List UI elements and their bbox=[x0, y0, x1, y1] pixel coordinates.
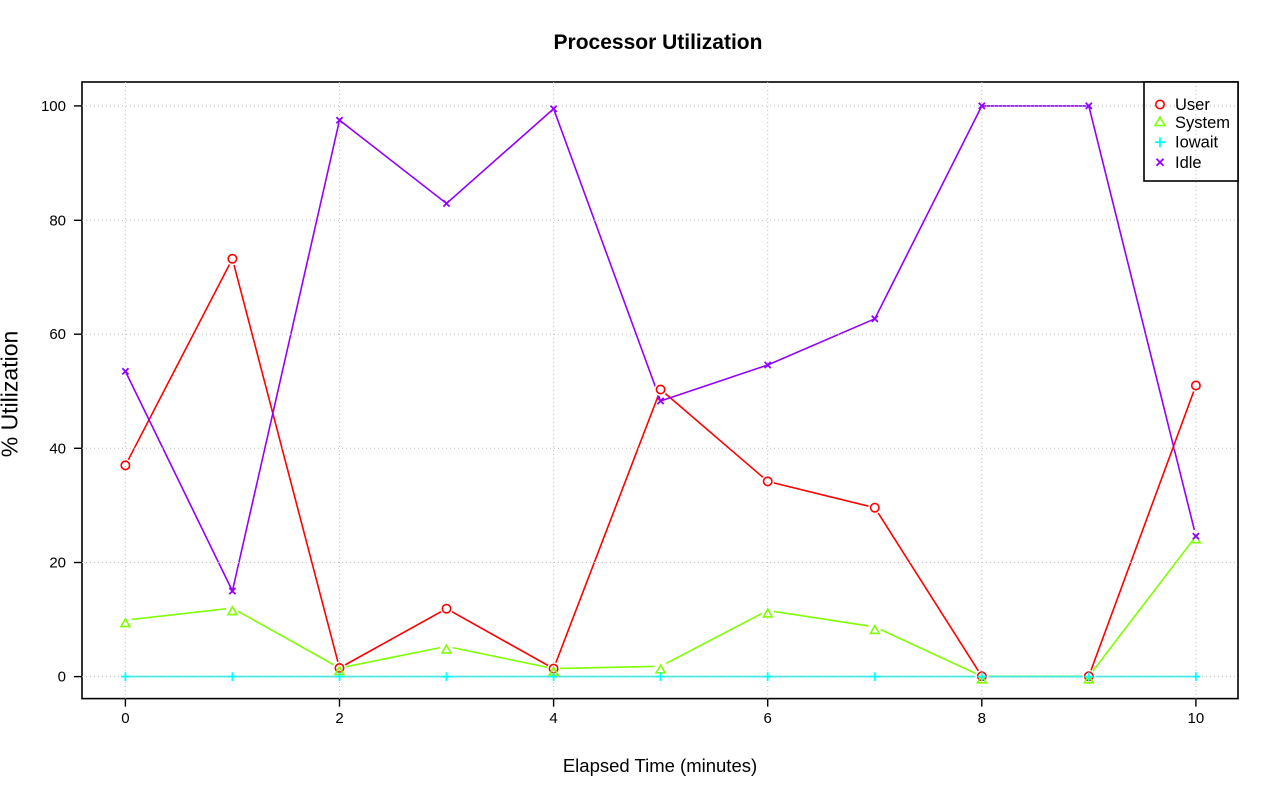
svg-text:40: 40 bbox=[49, 440, 66, 457]
svg-text:Iowait: Iowait bbox=[1175, 134, 1219, 152]
svg-text:20: 20 bbox=[49, 555, 66, 572]
svg-text:0: 0 bbox=[121, 710, 129, 727]
svg-text:System: System bbox=[1175, 114, 1230, 132]
svg-text:60: 60 bbox=[49, 326, 66, 343]
svg-text:100: 100 bbox=[41, 98, 66, 115]
svg-text:6: 6 bbox=[764, 710, 772, 727]
svg-text:4: 4 bbox=[549, 710, 557, 727]
svg-text:Processor Utilization: Processor Utilization bbox=[554, 31, 763, 54]
svg-text:2: 2 bbox=[335, 710, 343, 727]
svg-text:% Utilization: % Utilization bbox=[0, 331, 23, 458]
svg-text:User: User bbox=[1175, 96, 1210, 114]
svg-text:80: 80 bbox=[49, 212, 66, 229]
svg-text:Elapsed Time (minutes): Elapsed Time (minutes) bbox=[563, 755, 757, 776]
svg-text:0: 0 bbox=[58, 669, 66, 686]
svg-text:Idle: Idle bbox=[1175, 154, 1202, 172]
svg-text:10: 10 bbox=[1188, 710, 1205, 727]
svg-text:8: 8 bbox=[978, 710, 986, 727]
